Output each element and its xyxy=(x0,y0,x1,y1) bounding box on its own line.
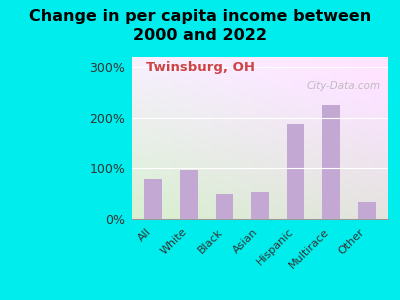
Bar xyxy=(180,170,198,219)
Text: Twinsburg, OH: Twinsburg, OH xyxy=(146,61,254,74)
Bar xyxy=(144,178,162,219)
Bar xyxy=(322,105,340,219)
Text: City-Data.com: City-Data.com xyxy=(306,81,380,91)
Bar xyxy=(358,202,376,219)
Text: Change in per capita income between
2000 and 2022: Change in per capita income between 2000… xyxy=(29,9,371,43)
Bar xyxy=(216,194,233,219)
Bar xyxy=(251,192,269,219)
Bar xyxy=(287,124,304,219)
